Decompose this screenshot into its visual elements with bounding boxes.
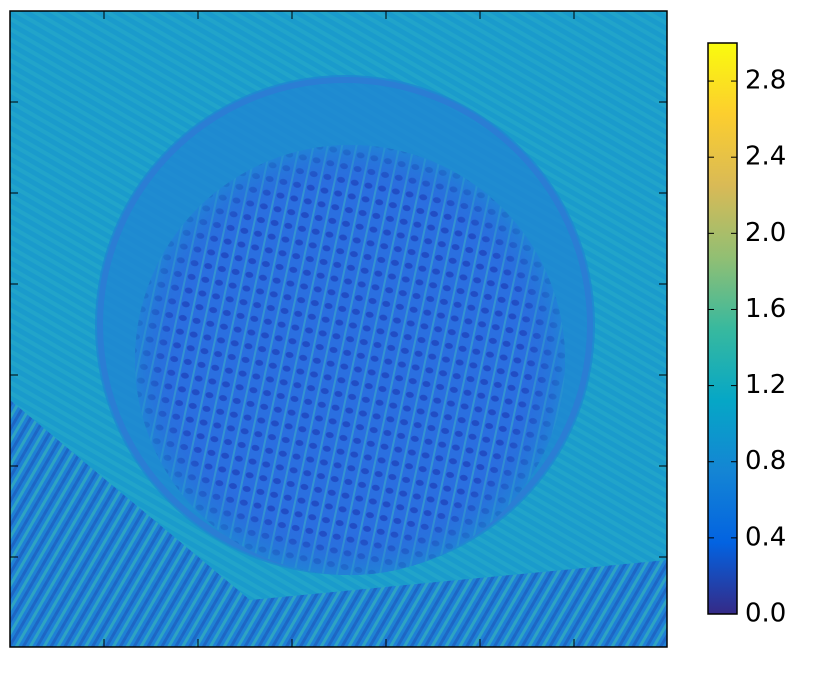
colorbar-tick-label: 0.4	[745, 522, 786, 552]
heatmap-image	[10, 11, 667, 647]
colorbar-tick-label: 2.4	[745, 142, 786, 172]
colorbar-tick-label: 2.0	[745, 218, 786, 248]
colorbar-tick-label: 1.6	[745, 294, 786, 324]
axis-ticks	[10, 11, 667, 647]
colorbar-tick-label: 1.2	[745, 370, 786, 400]
colorbar-tick-label: 0.0	[745, 599, 786, 629]
colorbar	[707, 42, 738, 615]
colorbar-tick-label: 0.8	[745, 446, 786, 476]
plot-frame	[9, 10, 668, 648]
colorbar-tick-label: 2.8	[745, 66, 786, 96]
